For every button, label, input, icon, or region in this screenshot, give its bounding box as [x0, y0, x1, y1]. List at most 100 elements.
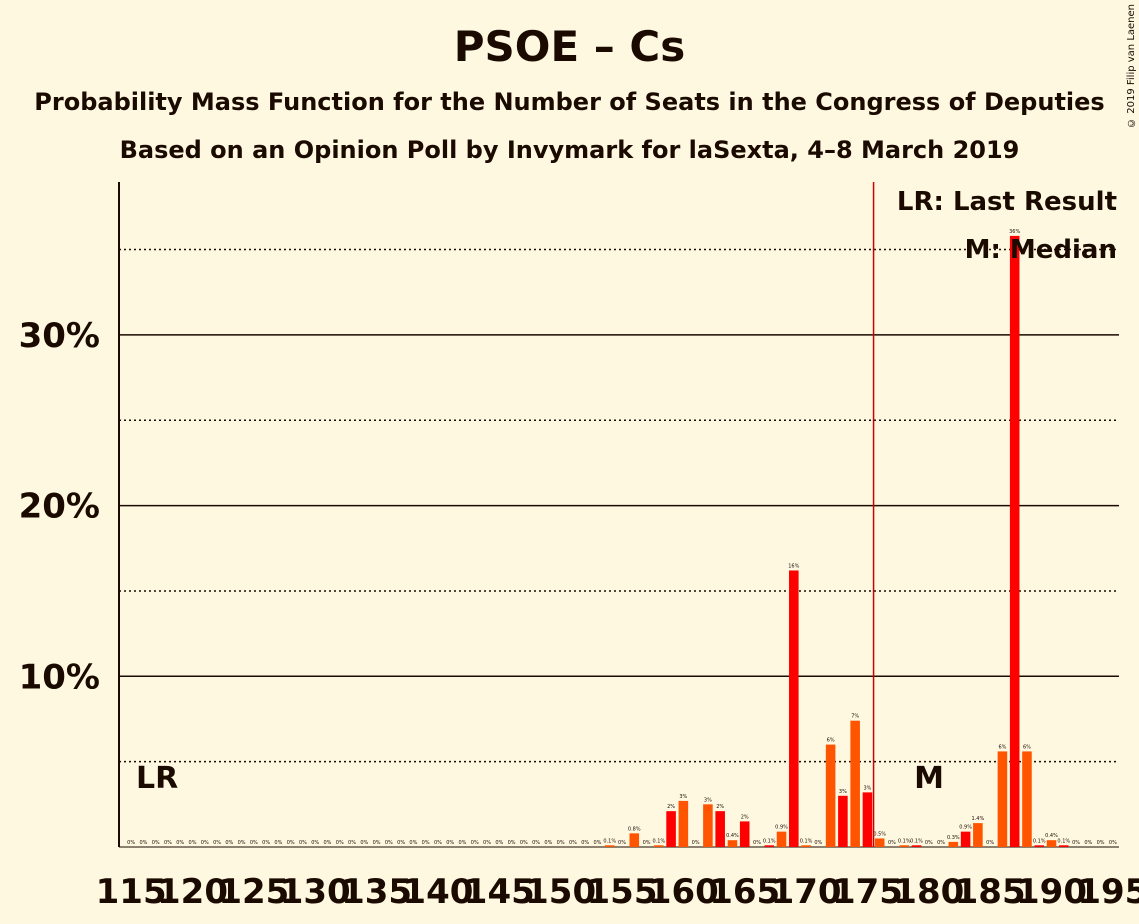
bar-value-label: 0%: [127, 840, 135, 846]
bar-value-label: 3%: [863, 785, 871, 791]
grid-lines: [119, 248, 1119, 848]
y-tick-label: 30%: [19, 316, 100, 356]
bar-value-label: 16%: [788, 563, 799, 569]
bar-value-label: 0%: [139, 840, 147, 846]
bar-value-label: 0%: [581, 840, 589, 846]
bar-seat-174: [850, 720, 860, 847]
bar-seat-158: [654, 845, 664, 847]
y-tick-label: 10%: [19, 657, 100, 697]
bar-seat-187: [1009, 235, 1020, 848]
bar-seat-156: [629, 833, 640, 847]
bar-seat-172: [825, 744, 836, 847]
bar-value-label: 0%: [287, 840, 295, 846]
bar-value-label: 3%: [679, 794, 687, 800]
bar-value-label: 0%: [225, 840, 233, 846]
bar-seat-184: [973, 823, 983, 847]
bar-value-label: 0%: [262, 840, 270, 846]
bar-value-label: 0%: [532, 840, 540, 846]
x-tick-label: 125: [218, 872, 289, 912]
bar-value-label: 0.4%: [1045, 833, 1058, 839]
bar-value-label: 0.1%: [800, 838, 813, 844]
bar-value-label: 0.3%: [947, 835, 960, 841]
bar-seat-169: [789, 570, 799, 847]
bar-value-label: 0%: [311, 840, 319, 846]
median-marker: M: [914, 761, 944, 796]
bar-value-label: 0%: [593, 840, 601, 846]
bar-value-label: 0.1%: [898, 838, 911, 844]
bar-value-label: 0%: [299, 840, 307, 846]
bar-seat-173: [838, 795, 848, 847]
x-tick-label: 175: [832, 872, 903, 912]
bar-value-label: 0%: [360, 840, 368, 846]
bar-seat-162: [703, 804, 713, 847]
bar-value-label: 0.5%: [873, 831, 886, 837]
bar-seat-190: [1046, 840, 1057, 847]
legend-median: M: Median: [965, 235, 1117, 265]
bar-value-label: 0.1%: [1057, 838, 1070, 844]
bar-value-label: 0%: [1084, 840, 1092, 846]
bar-value-label: 0%: [324, 840, 332, 846]
bar-value-label: 0%: [643, 840, 651, 846]
bar-seat-188: [1022, 751, 1032, 847]
bar-value-label: 0%: [557, 840, 565, 846]
bar-value-label: 0%: [250, 840, 258, 846]
bar-value-label: 0.1%: [603, 838, 616, 844]
bar-value-label: 0%: [471, 840, 479, 846]
x-tick-label: 115: [96, 872, 167, 912]
y-tick-label: 20%: [19, 487, 100, 527]
bar-value-label: 0%: [189, 840, 197, 846]
bar-value-label: 0.1%: [652, 838, 665, 844]
bar-value-label: 0.1%: [910, 838, 923, 844]
bar-value-label: 0%: [422, 840, 430, 846]
x-tick-label: 120: [157, 872, 228, 912]
bar-value-label: 0%: [434, 840, 442, 846]
chart-subtitle-source: Based on an Opinion Poll by Invymark for…: [119, 136, 1020, 164]
bar-seat-182: [948, 841, 959, 847]
chart-subtitle: Probability Mass Function for the Number…: [34, 88, 1105, 116]
bar-value-label: 0%: [692, 840, 700, 846]
bar-value-label: 6%: [998, 744, 1006, 750]
x-tick-label: 165: [709, 872, 780, 912]
bar-value-label: 0%: [569, 840, 577, 846]
x-tick-label: 195: [1077, 872, 1139, 912]
bar-value-label: 0%: [925, 840, 933, 846]
chart-title: PSOE – Cs: [453, 22, 686, 71]
y-tick-labels: 10% 20% 30%: [19, 316, 100, 697]
bar-value-label: 0.9%: [959, 825, 972, 831]
bar-value-label: 0%: [348, 840, 356, 846]
bar-value-label: 7%: [851, 714, 859, 720]
bar-value-label: 2%: [741, 814, 749, 820]
bar-value-label: 0%: [753, 840, 761, 846]
bar-value-label: 0%: [937, 840, 945, 846]
x-tick-label: 150: [525, 872, 596, 912]
bar-value-label: 0%: [397, 840, 405, 846]
bar-value-label: 0%: [385, 840, 393, 846]
bar-seat-168: [776, 831, 787, 847]
bar-seat-154: [604, 845, 615, 847]
bar-value-label: 0%: [336, 840, 344, 846]
bar-value-label: 0%: [495, 840, 503, 846]
bar-value-label: 0%: [152, 840, 160, 846]
bar-value-label: 0%: [238, 840, 246, 846]
bar-value-label: 0.1%: [763, 838, 776, 844]
bar-seat-163: [715, 811, 725, 847]
bar-seat-178: [899, 845, 910, 847]
bar-value-label: 0%: [1109, 840, 1117, 846]
x-tick-label: 170: [771, 872, 842, 912]
bar-value-label: 3%: [839, 789, 847, 795]
last-result-marker: LR: [136, 761, 178, 796]
bar-value-label: 6%: [1023, 744, 1031, 750]
bar-value-labels: 0% 0% 0% 0% 0% 0% 0% 0% 0% 0% 0% 0% 0% 0% 0% 0% 0% 0% 0% 0%…: [127, 229, 1117, 846]
bar-value-label: 0%: [986, 840, 994, 846]
x-tick-label: 160: [648, 872, 719, 912]
bar-value-label: 0%: [508, 840, 516, 846]
bar-value-label: 0%: [164, 840, 172, 846]
bar-value-label: 0%: [446, 840, 454, 846]
x-tick-label: 155: [587, 872, 658, 912]
bar-value-label: 0%: [274, 840, 282, 846]
bar-value-label: 0%: [618, 840, 626, 846]
bar-value-label: 0%: [409, 840, 417, 846]
x-tick-label: 180: [893, 872, 964, 912]
bar-seat-159: [666, 811, 676, 847]
bar-seat-167: [764, 845, 775, 847]
